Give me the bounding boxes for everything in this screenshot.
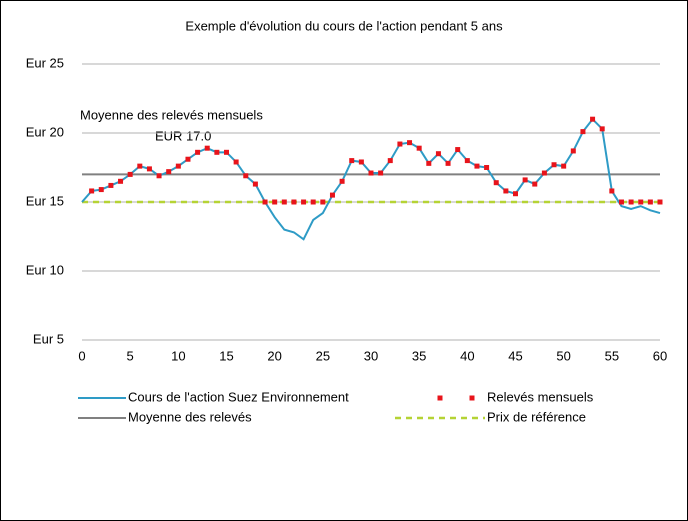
marker [98,187,104,193]
annotation: Moyenne des relevés mensuels [80,107,263,122]
marker [146,166,152,172]
marker [387,158,393,164]
marker [532,181,538,187]
marker [628,199,634,205]
chart-title: Exemple d'évolution du cours de l'action… [185,18,503,33]
x-tick-label: 0 [78,348,85,363]
marker [522,177,528,183]
marker [243,173,249,179]
marker [127,171,133,177]
y-tick-label: Eur 20 [26,124,64,139]
marker [252,181,258,187]
x-tick-label: 30 [364,348,378,363]
marker [89,188,95,194]
y-tick-label: Eur 25 [26,55,64,70]
marker [657,199,663,205]
marker [416,145,422,151]
marker [590,116,596,122]
x-tick-label: 55 [605,348,619,363]
marker [580,129,586,135]
x-tick-label: 5 [127,348,134,363]
marker [474,163,480,169]
marker [426,160,432,166]
marker [291,199,297,205]
x-tick-label: 40 [460,348,474,363]
marker [310,199,316,205]
marker [185,156,191,162]
annotation: EUR 17.0 [155,128,211,143]
marker [638,199,644,205]
marker [618,199,624,205]
marker [368,170,374,176]
marker [541,170,547,176]
marker [349,158,355,164]
marker [301,199,307,205]
marker [493,180,499,186]
legend-marker [469,395,475,401]
marker [609,188,615,194]
marker [224,149,229,155]
x-tick-label: 15 [219,348,233,363]
legend-label: Prix de référence [487,409,586,424]
marker [484,165,490,170]
marker [503,188,509,194]
legend-label: Cours de l'action Suez Environnement [128,389,349,404]
marker [175,163,181,169]
legend-label: Relevés mensuels [487,389,594,404]
legend-marker [437,395,443,401]
marker [320,199,326,205]
x-tick-label: 45 [508,348,522,363]
marker [233,159,239,165]
marker [137,163,143,169]
marker [195,149,201,155]
marker [118,178,124,184]
marker [156,173,162,179]
marker [166,169,172,175]
marker [647,199,653,205]
marker [561,163,567,169]
x-tick-label: 60 [653,348,667,363]
marker [445,160,451,166]
marker [551,162,557,168]
marker [204,145,210,151]
marker [397,141,403,147]
y-tick-label: Eur 10 [26,262,64,277]
marker [378,170,384,176]
marker [272,199,278,205]
marker [262,199,268,205]
marker [358,159,364,165]
x-tick-label: 25 [316,348,330,363]
y-tick-label: Eur 15 [26,193,64,208]
marker [281,199,287,205]
marker [570,148,576,154]
marker [214,149,220,155]
x-tick-label: 10 [171,348,185,363]
marker [329,192,335,198]
marker [435,151,441,157]
y-tick-label: Eur 5 [33,331,64,346]
marker [339,178,345,184]
x-tick-label: 35 [412,348,426,363]
marker [464,158,470,164]
marker [455,147,461,153]
marker [599,126,605,132]
marker [407,140,413,146]
x-tick-label: 50 [556,348,570,363]
x-tick-label: 20 [267,348,281,363]
marker [108,182,114,188]
marker [513,191,518,197]
legend-label: Moyenne des relevés [128,409,252,424]
